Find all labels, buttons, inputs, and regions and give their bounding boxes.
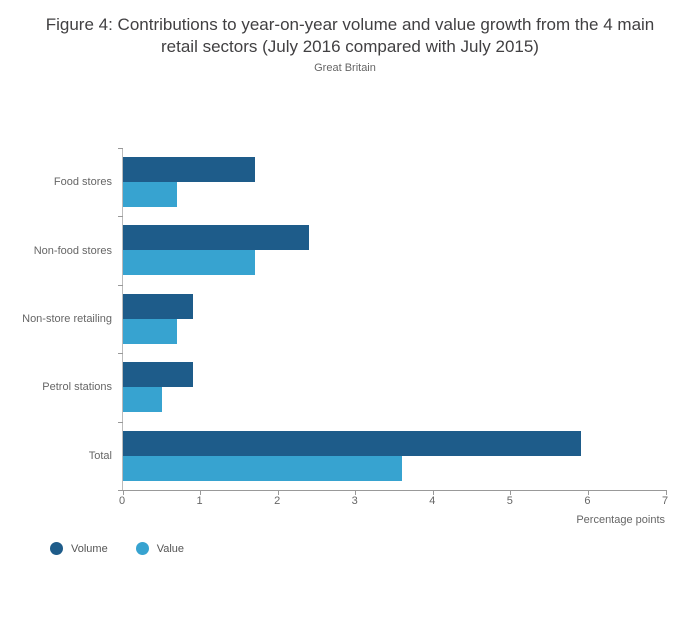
bar-volume [123, 225, 310, 251]
figure-title: Figure 4: Contributions to year-on-year … [45, 15, 655, 57]
x-axis-tick [432, 490, 434, 495]
y-axis-tick [118, 490, 123, 491]
y-axis-tick [118, 284, 123, 286]
x-axis-tick [665, 490, 667, 495]
bar-value [123, 182, 178, 207]
plot-area [118, 148, 667, 495]
legend-label: Volume [71, 542, 108, 555]
x-axis-tick-label: 6 [584, 495, 591, 507]
x-axis-tick-label: 2 [274, 495, 281, 507]
x-axis-tick [587, 490, 589, 495]
y-axis-tick [118, 353, 123, 355]
x-axis-tick [200, 490, 202, 495]
legend-item-value: Value [135, 542, 185, 555]
legend-swatch-icon [50, 542, 63, 555]
bar-value [123, 387, 162, 413]
x-axis-tick [277, 490, 279, 495]
x-axis-tick-label: 1 [196, 495, 203, 507]
category-label: Food stores [53, 176, 112, 189]
category-label: Non-food stores [33, 244, 112, 257]
legend-item-volume: Volume [50, 542, 108, 555]
y-axis-tick [118, 216, 123, 218]
bar-volume [123, 157, 255, 182]
legend: Volume Value [50, 542, 184, 555]
legend-label: Value [156, 542, 185, 555]
category-label: Total [88, 449, 112, 462]
category-label: Non-store retailing [22, 313, 112, 325]
figure-subtitle: Great Britain [314, 62, 376, 74]
category-label: Petrol stations [42, 381, 112, 394]
x-axis-tick [122, 490, 124, 495]
bar-chart: Percentage points Food stores Non-food st… [0, 148, 700, 526]
x-axis-tick-label: 5 [506, 495, 513, 507]
y-axis-tick [118, 421, 123, 423]
bar-volume [123, 362, 193, 388]
bar-value [123, 455, 403, 481]
legend-swatch-icon [135, 542, 149, 555]
x-axis-tick-label: 7 [661, 495, 669, 507]
bar-volume [123, 430, 581, 456]
y-axis-tick [118, 148, 123, 149]
bar-value [123, 250, 255, 276]
x-axis-tick-label: 0 [118, 495, 126, 507]
x-axis-tick-label: 3 [351, 495, 358, 507]
bar-value [123, 318, 178, 344]
x-axis-tick [510, 490, 512, 495]
x-axis-label: Percentage points [576, 514, 665, 526]
x-axis-tick-label: 4 [429, 495, 436, 507]
bar-volume [123, 293, 193, 319]
x-axis-tick [355, 490, 357, 495]
